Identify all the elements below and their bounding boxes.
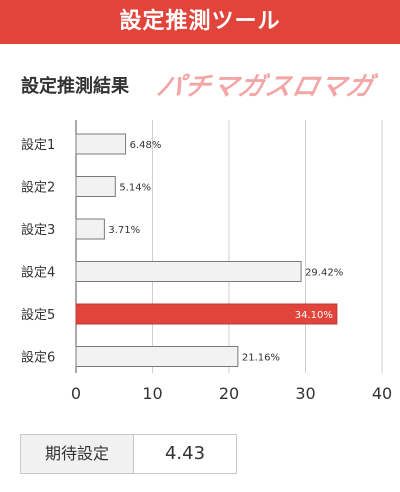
x-tick-label: 20 bbox=[219, 384, 239, 403]
brand-logo: パチマガスロマガ bbox=[154, 72, 377, 102]
bar-chart: 設定1 6.48% 設定2 5.14% 設定3 3.71% 設定4 29.42% 設定5 34.1… bbox=[21, 120, 392, 403]
x-tick-label: 0 bbox=[71, 384, 81, 403]
value-label: 29.42% bbox=[305, 268, 343, 279]
value-label: 34.10% bbox=[295, 310, 333, 321]
category-label: 設定3 bbox=[21, 222, 55, 238]
result-title: 設定推測結果 bbox=[21, 76, 129, 97]
bar bbox=[75, 133, 127, 155]
bar bbox=[75, 176, 116, 197]
tool-header: 設定推測ツール bbox=[0, 0, 400, 44]
bar bbox=[75, 261, 302, 282]
expected-setting-box: 期待設定 4.43 bbox=[20, 434, 237, 474]
expected-setting-label: 期待設定 bbox=[21, 435, 134, 473]
value-label: 3.71% bbox=[108, 225, 140, 236]
x-tick-label: 10 bbox=[142, 384, 162, 403]
bar bbox=[75, 346, 239, 367]
x-tick-label: 40 bbox=[372, 384, 392, 403]
bar bbox=[75, 303, 338, 325]
bar bbox=[75, 218, 105, 240]
category-label: 設定5 bbox=[21, 307, 55, 323]
category-label: 設定1 bbox=[21, 137, 55, 153]
value-label: 6.48% bbox=[130, 140, 162, 151]
category-label: 設定2 bbox=[21, 180, 55, 196]
value-label: 21.16% bbox=[242, 353, 280, 364]
expected-setting-value: 4.43 bbox=[164, 443, 206, 464]
tool-title: 設定推測ツール bbox=[119, 9, 281, 34]
category-label: 設定4 bbox=[21, 265, 55, 281]
x-tick-label: 30 bbox=[295, 384, 315, 403]
category-label: 設定6 bbox=[21, 350, 55, 366]
value-label: 5.14% bbox=[119, 183, 151, 194]
